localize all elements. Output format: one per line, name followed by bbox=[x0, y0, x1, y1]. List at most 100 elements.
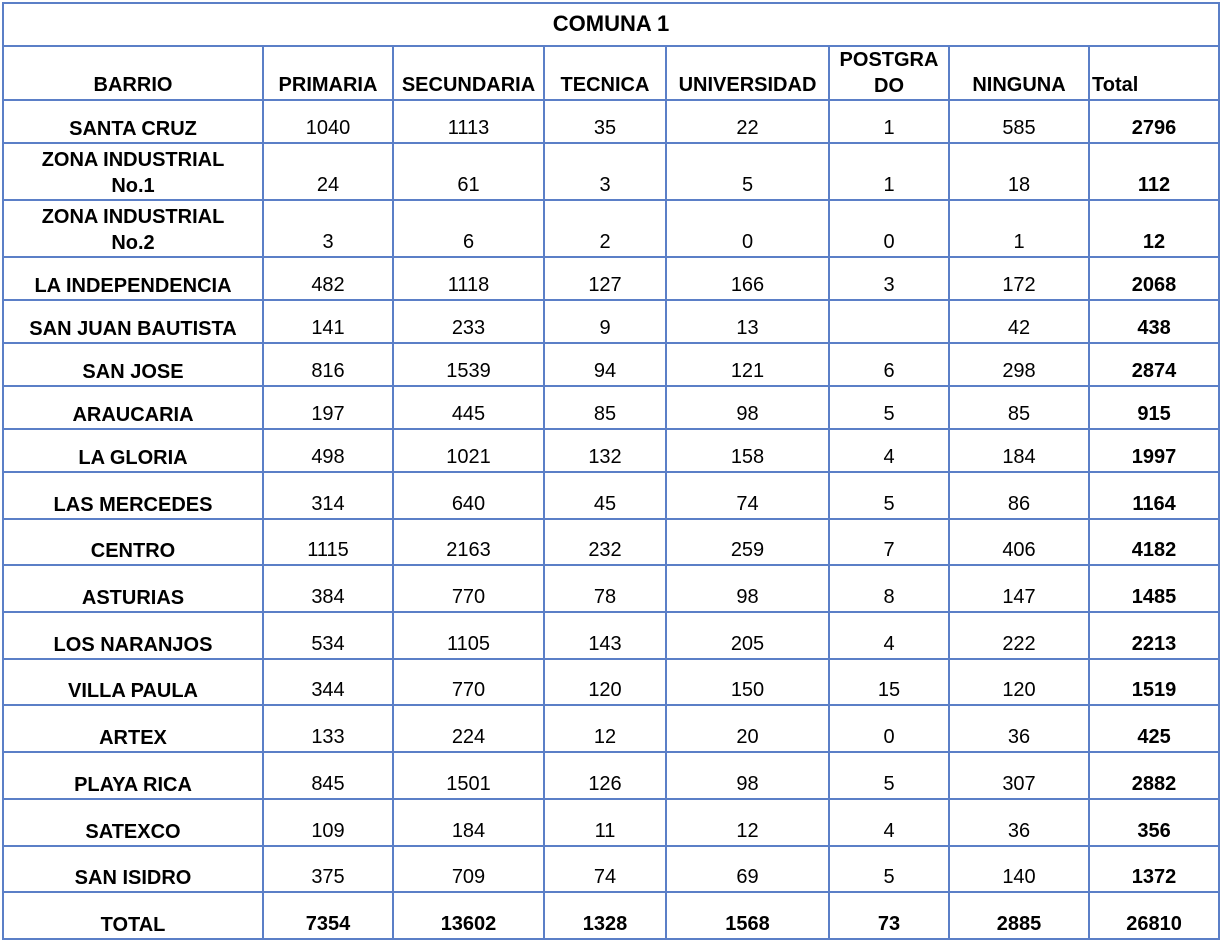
cell: 1118 bbox=[392, 256, 545, 301]
cell: 4 bbox=[828, 428, 950, 473]
cell: 1113 bbox=[392, 99, 545, 144]
total-row: TOTAL 7354 13602 1328 1568 73 2885 26810 bbox=[2, 891, 1221, 940]
cell: 7 bbox=[828, 518, 950, 566]
data-row: SAN ISIDRO 375 709 74 69 5 140 1372 bbox=[2, 845, 1221, 893]
data-row: SATEXCO 109 184 11 12 4 36 356 bbox=[2, 798, 1221, 847]
cell: 1372 bbox=[1087, 845, 1221, 893]
cell: 2163 bbox=[392, 518, 545, 566]
cell: 845 bbox=[262, 751, 394, 800]
row-label: SANTA CRUZ bbox=[2, 99, 264, 144]
cell: 61 bbox=[392, 142, 545, 201]
cell: 1568 bbox=[665, 891, 830, 940]
cell: 4 bbox=[828, 611, 950, 660]
cell: 78 bbox=[543, 564, 667, 613]
cell: 2068 bbox=[1087, 256, 1221, 301]
cell: 1501 bbox=[392, 751, 545, 800]
row-label: ARTEX bbox=[2, 704, 264, 753]
column-header: POSTGRADO bbox=[828, 45, 950, 101]
table-title: COMUNA 1 bbox=[1, 2, 1221, 47]
cell: 4 bbox=[828, 798, 950, 847]
cell: 298 bbox=[948, 342, 1090, 387]
cell: 85 bbox=[948, 385, 1090, 430]
cell: 112 bbox=[1087, 142, 1221, 201]
column-header: UNIVERSIDAD bbox=[665, 45, 830, 101]
data-row: LAS MERCEDES 314 640 45 74 5 86 1164 bbox=[2, 471, 1221, 520]
cell: 438 bbox=[1087, 299, 1221, 344]
cell: 42 bbox=[948, 299, 1090, 344]
cell: 35 bbox=[543, 99, 667, 144]
cell: 384 bbox=[262, 564, 394, 613]
data-row: PLAYA RICA 845 1501 126 98 5 307 2882 bbox=[2, 751, 1221, 800]
cell: 482 bbox=[262, 256, 394, 301]
data-row: ZONA INDUSTRIAL No.2 3 6 2 0 0 1 12 bbox=[2, 199, 1221, 258]
cell: 709 bbox=[392, 845, 545, 893]
cell: 1115 bbox=[262, 518, 394, 566]
cell: 770 bbox=[392, 564, 545, 613]
data-row: SAN JOSE 816 1539 94 121 6 298 2874 bbox=[2, 342, 1221, 387]
cell: 7354 bbox=[262, 891, 394, 940]
cell: 0 bbox=[828, 704, 950, 753]
row-label: ASTURIAS bbox=[2, 564, 264, 613]
cell: 13602 bbox=[392, 891, 545, 940]
cell: 6 bbox=[828, 342, 950, 387]
cell: 11 bbox=[543, 798, 667, 847]
cell: 8 bbox=[828, 564, 950, 613]
row-label: LA INDEPENDENCIA bbox=[2, 256, 264, 301]
row-label: SATEXCO bbox=[2, 798, 264, 847]
cell: 585 bbox=[948, 99, 1090, 144]
cell: 406 bbox=[948, 518, 1090, 566]
row-label: SAN ISIDRO bbox=[2, 845, 264, 893]
cell: 126 bbox=[543, 751, 667, 800]
cell: 98 bbox=[665, 564, 830, 613]
cell: 147 bbox=[948, 564, 1090, 613]
cell: 120 bbox=[948, 658, 1090, 706]
cell: 150 bbox=[665, 658, 830, 706]
cell: 233 bbox=[392, 299, 545, 344]
cell: 5 bbox=[828, 471, 950, 520]
cell: 356 bbox=[1087, 798, 1221, 847]
row-label: TOTAL bbox=[2, 891, 264, 940]
cell: 314 bbox=[262, 471, 394, 520]
cell: 2213 bbox=[1087, 611, 1221, 660]
cell: 94 bbox=[543, 342, 667, 387]
cell: 85 bbox=[543, 385, 667, 430]
cell: 1997 bbox=[1087, 428, 1221, 473]
cell: 5 bbox=[828, 385, 950, 430]
cell: 1328 bbox=[543, 891, 667, 940]
cell: 425 bbox=[1087, 704, 1221, 753]
cell: 166 bbox=[665, 256, 830, 301]
cell: 2874 bbox=[1087, 342, 1221, 387]
cell: 232 bbox=[543, 518, 667, 566]
cell: 3 bbox=[543, 142, 667, 201]
data-row: LOS NARANJOS 534 1105 143 205 4 222 2213 bbox=[2, 611, 1221, 660]
cell: 915 bbox=[1087, 385, 1221, 430]
cell: 205 bbox=[665, 611, 830, 660]
cell: 12 bbox=[543, 704, 667, 753]
cell: 24 bbox=[262, 142, 394, 201]
cell bbox=[828, 299, 950, 344]
cell: 1519 bbox=[1087, 658, 1221, 706]
cell: 534 bbox=[262, 611, 394, 660]
cell: 1021 bbox=[392, 428, 545, 473]
column-header: NINGUNA bbox=[948, 45, 1090, 101]
row-label: PLAYA RICA bbox=[2, 751, 264, 800]
cell: 12 bbox=[1087, 199, 1221, 258]
data-row: SAN JUAN BAUTISTA 141 233 9 13 42 438 bbox=[2, 299, 1221, 344]
cell: 445 bbox=[392, 385, 545, 430]
cell: 133 bbox=[262, 704, 394, 753]
cell: 2 bbox=[543, 199, 667, 258]
data-row: LA GLORIA 498 1021 132 158 4 184 1997 bbox=[2, 428, 1221, 473]
data-row: VILLA PAULA 344 770 120 150 15 120 1519 bbox=[2, 658, 1221, 706]
cell: 1 bbox=[948, 199, 1090, 258]
title-row: COMUNA 1 bbox=[1, 2, 1221, 47]
row-label: LOS NARANJOS bbox=[2, 611, 264, 660]
cell: 109 bbox=[262, 798, 394, 847]
cell: 98 bbox=[665, 385, 830, 430]
cell: 184 bbox=[392, 798, 545, 847]
cell: 770 bbox=[392, 658, 545, 706]
cell: 74 bbox=[665, 471, 830, 520]
column-header: TECNICA bbox=[543, 45, 667, 101]
cell: 222 bbox=[948, 611, 1090, 660]
cell: 26810 bbox=[1087, 891, 1221, 940]
